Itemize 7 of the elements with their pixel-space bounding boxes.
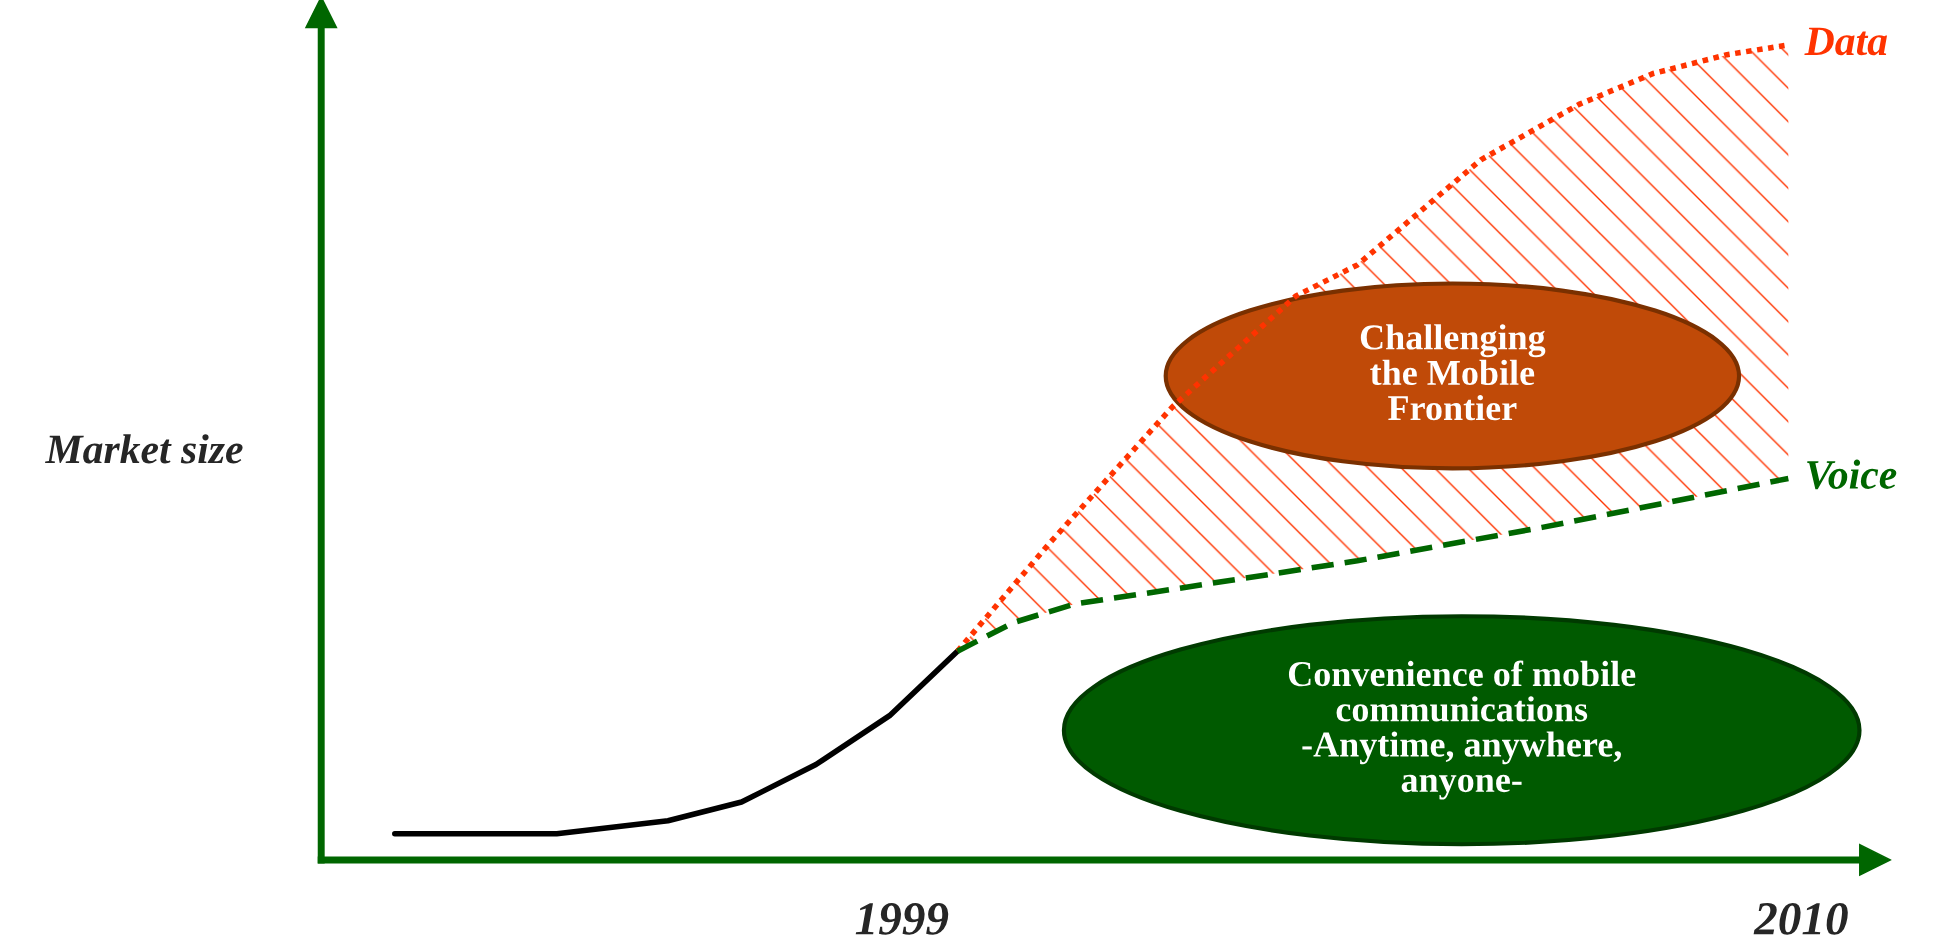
x-tick-label: 1999 xyxy=(855,903,949,935)
series-label: Voice xyxy=(1807,459,1897,490)
annotation: Challenging the Mobile Frontier xyxy=(1360,324,1546,421)
x-tick-label: 2010 xyxy=(1753,902,1848,935)
y-axis-title: Market size xyxy=(45,434,243,464)
annotation: Convenience of mobile communications -Anytime, anywhere, anyone- xyxy=(1288,660,1636,800)
series-label: Data xyxy=(1804,27,1888,56)
